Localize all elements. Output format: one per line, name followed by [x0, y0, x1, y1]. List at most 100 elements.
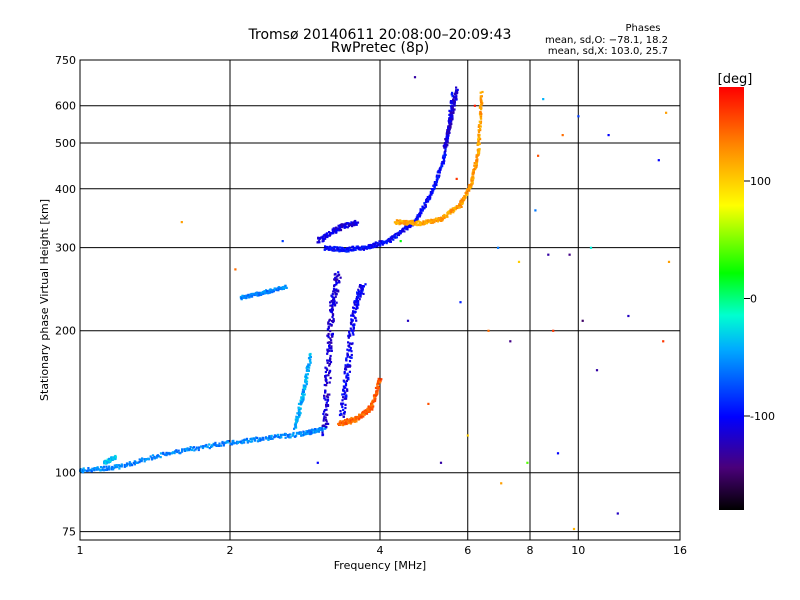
- data-point: [241, 439, 244, 442]
- colorbar-tick-label: 100: [750, 175, 771, 188]
- data-point: [346, 348, 349, 351]
- data-point: [443, 146, 446, 149]
- data-point: [328, 245, 332, 248]
- data-point: [337, 422, 340, 426]
- data-point: [341, 399, 344, 402]
- data-point: [450, 93, 453, 96]
- data-point: [163, 453, 166, 456]
- data-point: [325, 426, 328, 429]
- data-point: [145, 458, 148, 461]
- data-point: [346, 388, 349, 391]
- data-point: [321, 424, 324, 427]
- data-point: [453, 108, 456, 111]
- data-point: [453, 96, 456, 99]
- data-point: [419, 224, 422, 227]
- data-point: [428, 198, 431, 201]
- data-point: [302, 386, 305, 389]
- data-point: [416, 224, 419, 227]
- data-point: [350, 353, 353, 357]
- data-point: [355, 304, 358, 307]
- data-point: [251, 440, 254, 443]
- data-point: [479, 97, 482, 100]
- data-point: [347, 336, 350, 339]
- data-point: [359, 292, 362, 295]
- data-point: [399, 219, 402, 222]
- data-point: [480, 108, 483, 111]
- data-point: [300, 396, 303, 399]
- data-point: [356, 301, 359, 304]
- data-point: [425, 198, 429, 201]
- data-point: [273, 435, 276, 438]
- x-axis-label: Frequency [MHz]: [334, 559, 426, 572]
- data-point: [332, 301, 335, 305]
- data-point: [479, 110, 482, 114]
- data-point: [331, 292, 334, 296]
- data-point: [446, 212, 450, 215]
- data-point: [353, 300, 356, 303]
- data-point: [449, 124, 452, 128]
- data-point: [302, 433, 305, 436]
- data-point: [329, 310, 332, 313]
- data-point: [350, 318, 353, 321]
- data-point: [321, 433, 325, 436]
- data-point: [278, 286, 281, 289]
- data-point: [367, 410, 370, 413]
- data-point: [346, 363, 349, 366]
- data-point: [467, 185, 470, 188]
- data-point: [479, 127, 482, 131]
- data-point: [561, 134, 564, 137]
- data-point: [401, 229, 404, 233]
- data-point: [324, 237, 327, 240]
- data-point: [477, 130, 481, 134]
- data-point: [352, 224, 356, 227]
- data-point: [477, 151, 480, 154]
- data-point: [432, 189, 435, 192]
- data-point: [427, 220, 430, 223]
- data-point: [258, 437, 261, 440]
- data-point: [284, 284, 287, 287]
- data-point: [200, 445, 203, 448]
- data-point: [363, 245, 366, 248]
- data-point: [293, 435, 296, 438]
- data-point: [480, 101, 483, 104]
- data-point: [307, 363, 310, 366]
- data-point: [445, 135, 448, 138]
- data-point: [353, 417, 356, 420]
- data-point: [449, 212, 452, 215]
- data-point: [335, 288, 338, 292]
- data-point: [344, 248, 347, 251]
- data-point: [423, 206, 426, 209]
- data-point: [433, 184, 436, 187]
- data-point: [335, 293, 338, 296]
- data-point: [367, 246, 370, 249]
- data-point: [349, 422, 352, 425]
- data-point: [322, 238, 325, 241]
- data-point: [364, 247, 367, 250]
- colorbar: [719, 87, 744, 510]
- data-point: [304, 380, 307, 383]
- data-point: [243, 294, 246, 298]
- data-point: [263, 290, 266, 293]
- data-point: [446, 136, 449, 139]
- data-point: [352, 333, 355, 336]
- data-point: [417, 215, 420, 218]
- data-point: [368, 247, 371, 250]
- data-point: [479, 105, 482, 108]
- data-point: [350, 416, 353, 420]
- data-point: [279, 434, 282, 437]
- colorbar-label: [deg]: [718, 72, 753, 87]
- data-point: [343, 421, 346, 424]
- data-point: [477, 140, 480, 143]
- data-point: [447, 126, 450, 129]
- data-point: [222, 444, 225, 447]
- data-point: [443, 155, 446, 158]
- data-point: [370, 404, 373, 407]
- data-point: [477, 135, 480, 138]
- data-point: [319, 236, 323, 239]
- data-point: [424, 203, 427, 207]
- data-point: [448, 128, 451, 131]
- data-point: [293, 427, 296, 430]
- data-point: [216, 444, 219, 447]
- data-point: [177, 449, 180, 452]
- data-point: [353, 307, 356, 310]
